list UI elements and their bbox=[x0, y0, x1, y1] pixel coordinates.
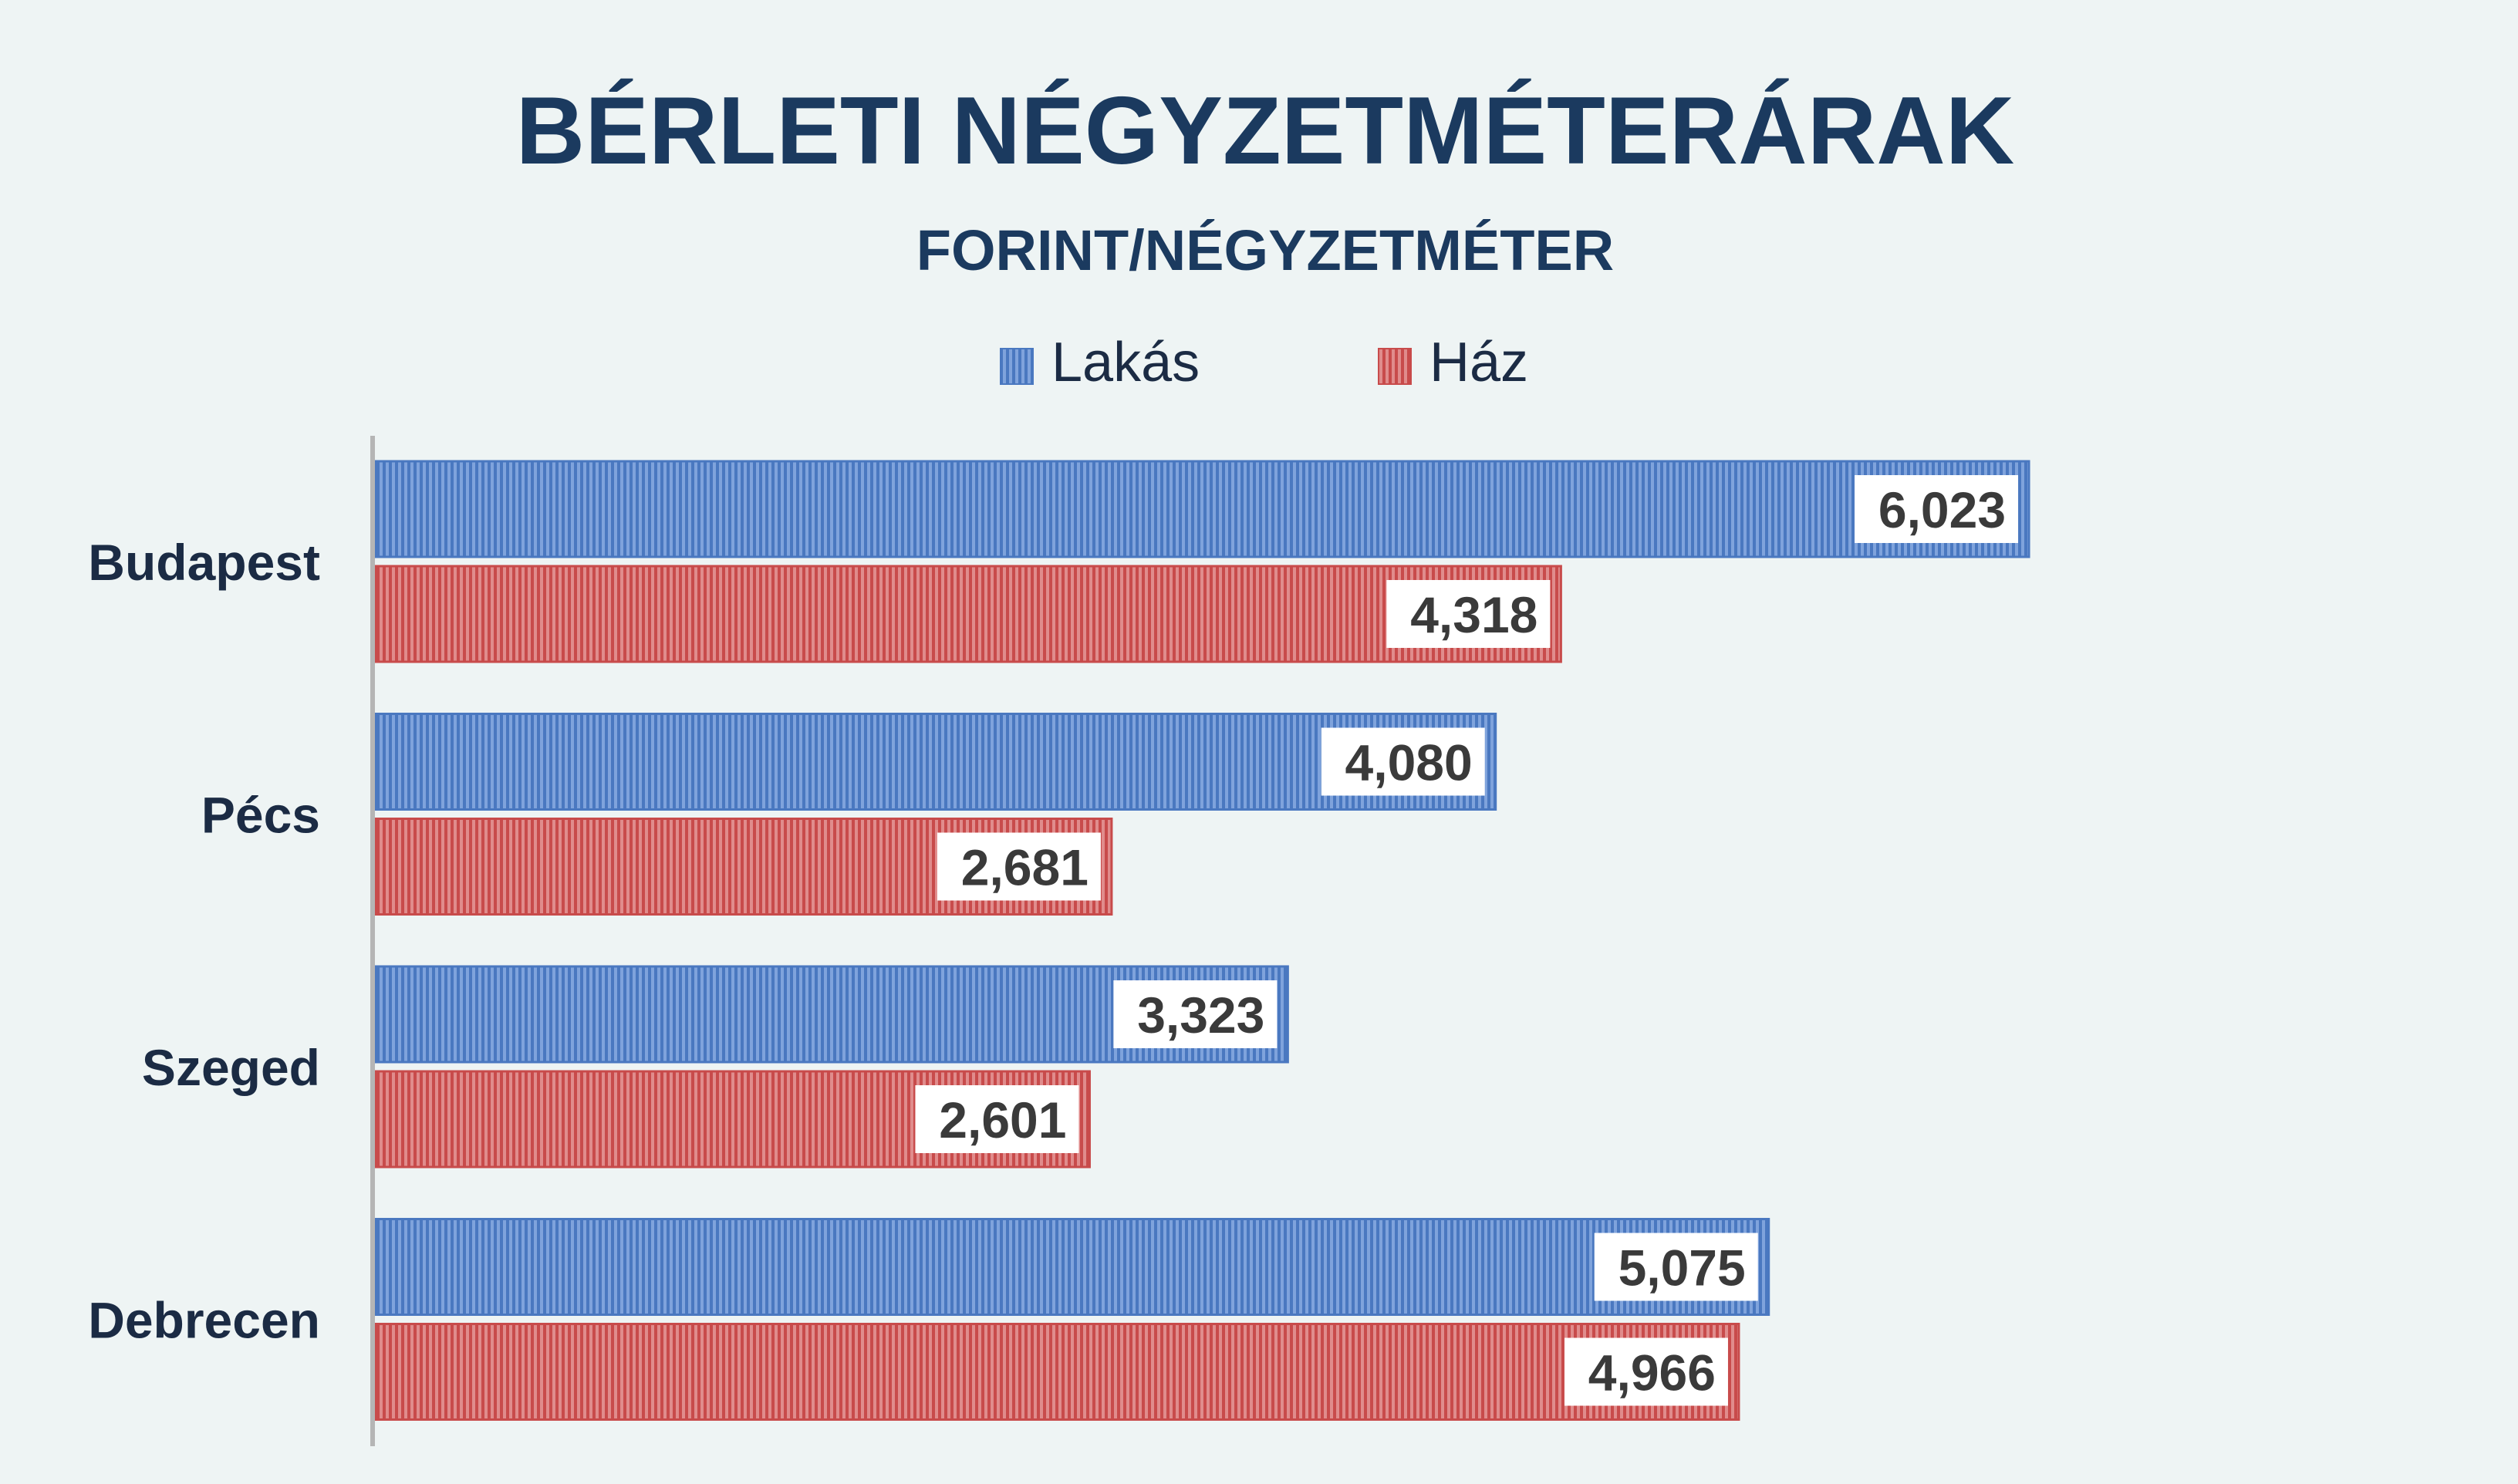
value-label-haz-3: 4,966 bbox=[1588, 1344, 1716, 1401]
bars: 6,023 4,318 4,080 2,681 3,323 2,601 5,075 4,966 bbox=[374, 460, 2030, 1421]
bar-lakas-0 bbox=[374, 460, 2030, 558]
value-label-box-haz-3 bbox=[1564, 1337, 1728, 1406]
value-label-lakas-3: 5,075 bbox=[1618, 1239, 1746, 1297]
value-label-box-haz-0 bbox=[1386, 580, 1551, 648]
bar-lakas-1 bbox=[374, 713, 1497, 811]
value-label-lakas-1: 4,080 bbox=[1345, 734, 1473, 791]
value-label-haz-0: 4,318 bbox=[1410, 586, 1537, 643]
bar-haz-0 bbox=[374, 565, 1562, 663]
value-label-haz-2: 2,601 bbox=[939, 1091, 1066, 1148]
legend-swatch-haz bbox=[1378, 348, 1412, 385]
value-label-box-haz-1 bbox=[937, 832, 1101, 901]
chart-title: BÉRLETI NÉGYZETMÉTERÁRAK bbox=[516, 78, 2015, 184]
bar-haz-3 bbox=[374, 1323, 1740, 1421]
category-label-3: Debrecen bbox=[88, 1292, 320, 1349]
value-label-box-lakas-1 bbox=[1321, 727, 1485, 796]
value-label-lakas-2: 3,323 bbox=[1137, 987, 1264, 1044]
value-label-lakas-0: 6,023 bbox=[1878, 481, 2006, 538]
category-label-0: Budapest bbox=[88, 534, 320, 591]
legend-label-lakas: Lakás bbox=[1051, 332, 1200, 393]
category-label-2: Szeged bbox=[142, 1039, 320, 1096]
value-label-box-lakas-2 bbox=[1113, 980, 1278, 1048]
legend-label-haz: Ház bbox=[1429, 332, 1528, 393]
legend: Lakás Ház bbox=[1000, 332, 1528, 393]
chart-subtitle: FORINT/NÉGYZETMÉTER bbox=[916, 218, 1614, 282]
value-label-haz-1: 2,681 bbox=[961, 839, 1089, 896]
legend-swatch-lakas bbox=[1000, 348, 1034, 385]
bar-lakas-3 bbox=[374, 1218, 1770, 1316]
category-labels: Budapest Pécs Szeged Debrecen bbox=[88, 534, 320, 1349]
value-label-box-lakas-3 bbox=[1594, 1233, 1758, 1301]
value-label-box-haz-2 bbox=[915, 1085, 1079, 1153]
category-label-1: Pécs bbox=[201, 787, 320, 844]
value-label-box-lakas-0 bbox=[1855, 475, 2019, 543]
